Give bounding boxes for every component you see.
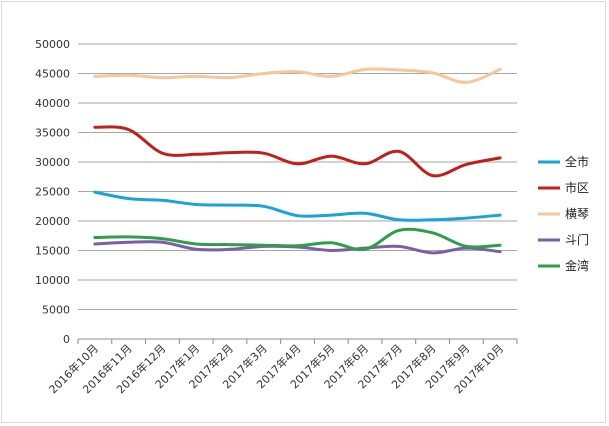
y-tick-label: 5000 — [42, 304, 70, 317]
y-tick-label: 35000 — [35, 127, 70, 140]
y-tick-label: 25000 — [35, 186, 70, 199]
x-axis: 2016年10月2016年11月2016年12月2017年1月2017年2月20… — [46, 339, 518, 396]
series-lines — [93, 67, 502, 255]
y-tick-label: 15000 — [35, 245, 70, 258]
y-tick-label: 45000 — [35, 68, 70, 81]
legend-label: 市区 — [565, 180, 589, 195]
legend-label: 斗门 — [565, 232, 589, 247]
gridlines — [78, 43, 517, 340]
y-axis: 0 5000 10000 15000 20000 25000 30000 35000 40000… — [35, 38, 70, 346]
series-line-全市 — [93, 190, 502, 222]
y-tick-label: 20000 — [35, 215, 70, 228]
y-tick-label: 50000 — [35, 38, 70, 51]
legend-label: 横琴 — [565, 207, 589, 221]
legend-label: 金湾 — [565, 258, 589, 273]
y-tick-label: 10000 — [35, 274, 70, 287]
legend-label: 全市 — [565, 154, 589, 169]
series-line-市区 — [93, 125, 502, 178]
y-tick-label: 0 — [63, 333, 70, 346]
series-line-横琴 — [93, 67, 502, 84]
y-tick-label: 30000 — [35, 156, 70, 169]
series-line-金湾 — [93, 227, 502, 252]
y-tick-label: 40000 — [35, 97, 70, 110]
